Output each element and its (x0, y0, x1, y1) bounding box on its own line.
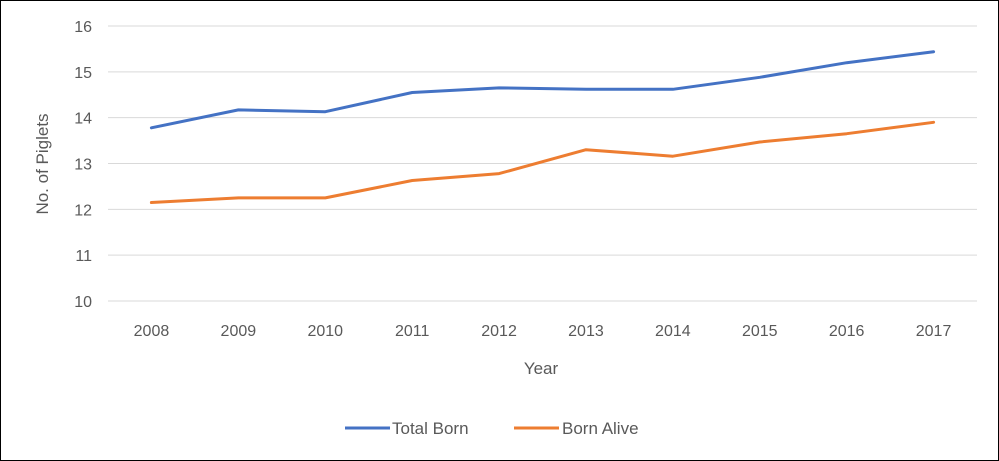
series-line-born-alive (149, 120, 936, 204)
x-tick-label: 2009 (221, 323, 257, 340)
legend-label-total-born: Total Born (392, 419, 469, 438)
legend: Total Born Born Alive (345, 419, 639, 438)
y-tick-label: 10 (74, 294, 92, 311)
x-tick-label: 2011 (395, 323, 430, 340)
y-tick-label: 15 (74, 65, 92, 82)
x-tick-labels: 2008 2009 2010 2011 2012 2013 2014 2015 2016 2017 (134, 323, 952, 340)
y-axis-title: No. of Piglets (33, 113, 52, 214)
x-tick-label: 2012 (481, 323, 517, 340)
series-line-total-born (149, 50, 936, 130)
x-tick-label: 2015 (742, 323, 778, 340)
x-tick-label: 2008 (134, 323, 170, 340)
x-tick-label: 2017 (916, 323, 952, 340)
x-tick-label: 2016 (829, 323, 865, 340)
y-tick-label: 11 (75, 248, 92, 265)
y-tick-label: 12 (74, 202, 92, 219)
gridlines (108, 25, 977, 302)
y-tick-labels: 10 11 12 13 14 15 16 (74, 19, 92, 311)
x-tick-label: 2013 (568, 323, 604, 340)
x-tick-label: 2010 (307, 323, 343, 340)
legend-label-born-alive: Born Alive (562, 419, 639, 438)
series-lines (149, 50, 936, 204)
y-tick-label: 14 (74, 111, 92, 128)
x-tick-label: 2014 (655, 323, 691, 340)
x-axis-title: Year (524, 359, 559, 378)
y-tick-label: 13 (74, 157, 92, 174)
y-tick-label: 16 (74, 19, 92, 36)
